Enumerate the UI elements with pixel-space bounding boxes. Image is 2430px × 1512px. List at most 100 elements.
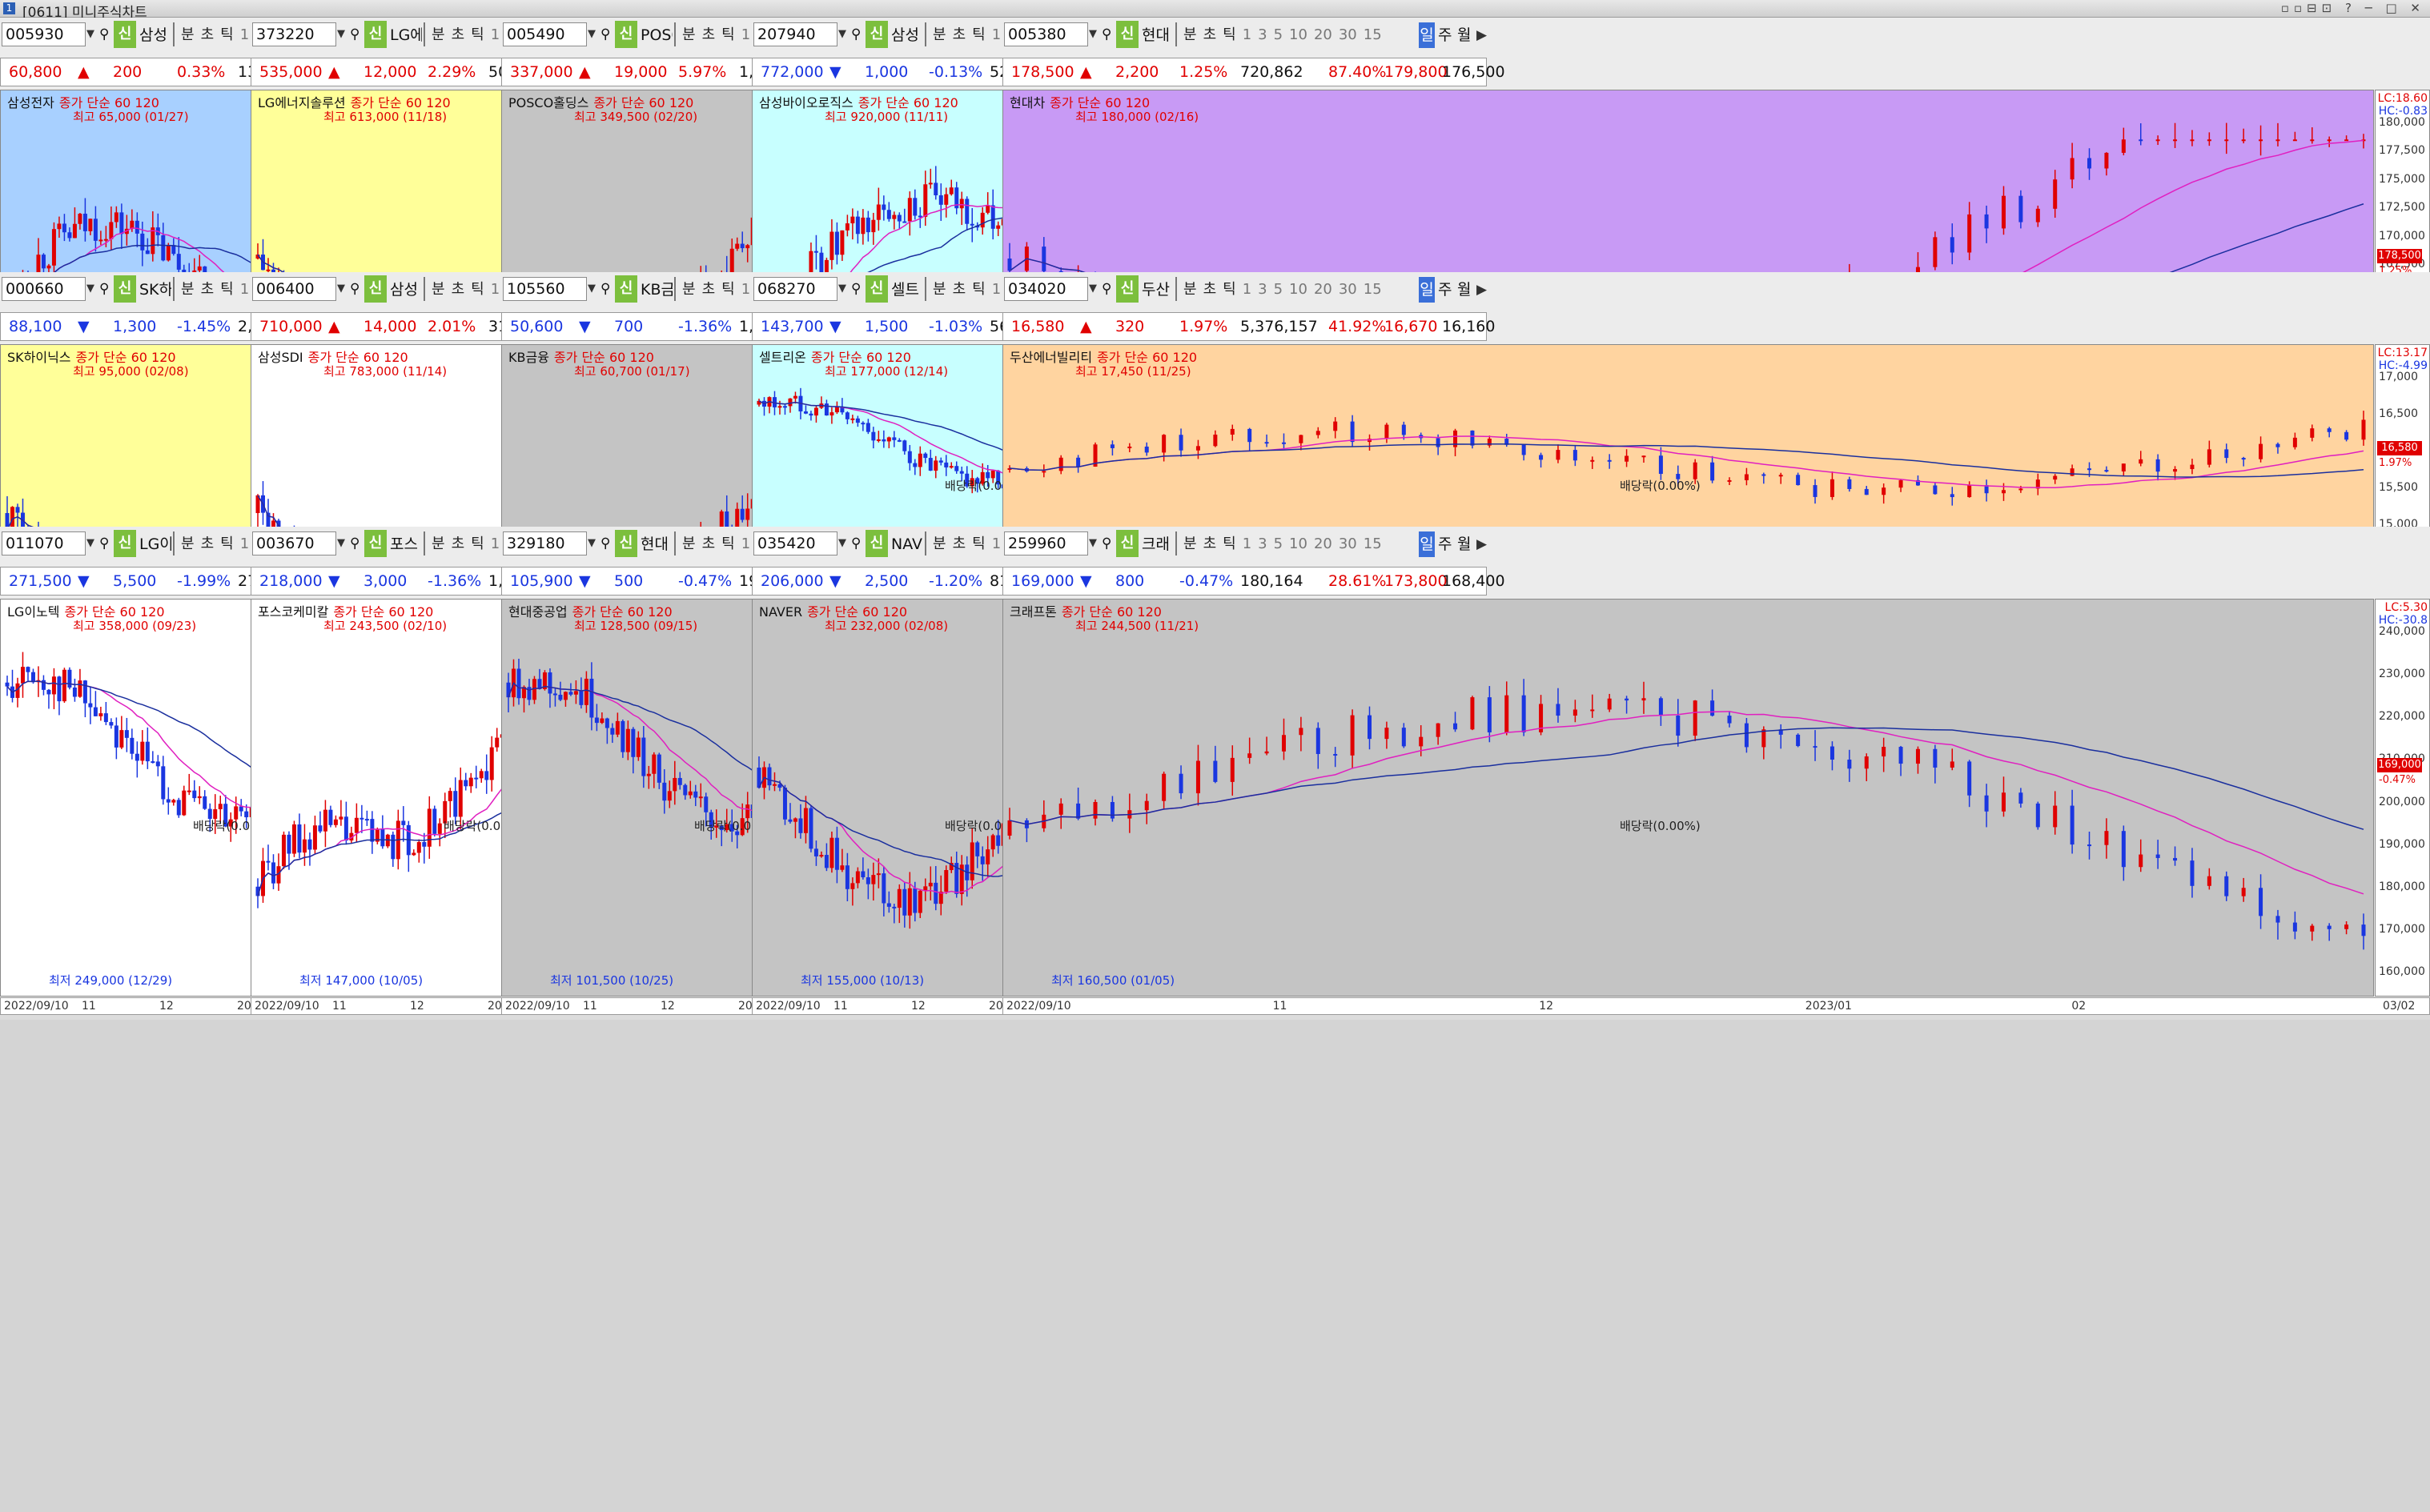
search-icon[interactable]: ⚲ [99, 535, 110, 551]
period-button-틱[interactable]: 틱 [220, 26, 234, 43]
new-button[interactable]: 신 [615, 275, 637, 303]
stock-code-input[interactable]: 011070 [2, 531, 86, 555]
period-button-1[interactable]: 1 [490, 535, 500, 552]
next-arrow-icon[interactable]: ▶ [1476, 27, 1488, 43]
stock-code-input[interactable]: 373220 [252, 22, 336, 46]
weekly-button[interactable]: 주 [1438, 281, 1452, 299]
code-dropdown-icon[interactable]: ▼ [337, 28, 345, 40]
period-button-분[interactable]: 분 [432, 281, 445, 298]
period-button-분[interactable]: 분 [181, 26, 195, 43]
period-button-3[interactable]: 3 [1258, 281, 1267, 298]
period-button-3[interactable]: 3 [1258, 535, 1267, 552]
period-button-분[interactable]: 분 [682, 26, 696, 43]
period-button-15[interactable]: 15 [1363, 281, 1382, 298]
weekly-button[interactable]: 주 [1438, 26, 1452, 44]
search-icon[interactable]: ⚲ [600, 281, 611, 297]
period-button-틱[interactable]: 틱 [471, 26, 484, 43]
period-button-30[interactable]: 30 [1338, 26, 1357, 43]
period-button-틱[interactable]: 틱 [721, 535, 735, 552]
new-button[interactable]: 신 [866, 530, 888, 557]
code-dropdown-icon[interactable]: ▼ [588, 283, 596, 295]
code-dropdown-icon[interactable]: ▼ [1089, 283, 1097, 295]
period-button-1[interactable]: 1 [490, 26, 500, 43]
code-dropdown-icon[interactable]: ▼ [86, 283, 94, 295]
stock-code-input[interactable]: 259960 [1004, 531, 1088, 555]
period-button-분[interactable]: 분 [682, 535, 696, 552]
period-button-초[interactable]: 초 [451, 535, 465, 552]
period-button-틱[interactable]: 틱 [972, 26, 986, 43]
period-button-초[interactable]: 초 [1203, 281, 1217, 298]
period-button-20[interactable]: 20 [1313, 535, 1332, 552]
search-icon[interactable]: ⚲ [350, 26, 360, 42]
code-dropdown-icon[interactable]: ▼ [86, 28, 94, 40]
code-dropdown-icon[interactable]: ▼ [838, 283, 846, 295]
period-button-틱[interactable]: 틱 [721, 26, 735, 43]
code-dropdown-icon[interactable]: ▼ [838, 537, 846, 549]
next-arrow-icon[interactable]: ▶ [1476, 282, 1488, 298]
period-button-분[interactable]: 분 [1183, 26, 1197, 43]
monthly-button[interactable]: 월 [1457, 281, 1472, 299]
search-icon[interactable]: ⚲ [851, 281, 862, 297]
period-button-5[interactable]: 5 [1273, 26, 1283, 43]
chart-toolbar[interactable] [501, 1015, 986, 1020]
code-dropdown-icon[interactable]: ▼ [838, 28, 846, 40]
period-button-1[interactable]: 1 [741, 281, 751, 298]
period-button-분[interactable]: 분 [933, 535, 946, 552]
new-button[interactable]: 신 [364, 275, 387, 303]
code-dropdown-icon[interactable]: ▼ [588, 28, 596, 40]
period-button-분[interactable]: 분 [181, 281, 195, 298]
period-button-1[interactable]: 1 [991, 281, 1002, 298]
period-button-틱[interactable]: 틱 [471, 281, 484, 298]
period-button-분[interactable]: 분 [933, 281, 946, 298]
period-button-초[interactable]: 초 [952, 26, 966, 43]
new-button[interactable]: 신 [114, 530, 136, 557]
search-icon[interactable]: ⚲ [99, 281, 110, 297]
period-button-1[interactable]: 1 [741, 535, 751, 552]
period-button-20[interactable]: 20 [1313, 26, 1332, 43]
period-button-틱[interactable]: 틱 [972, 281, 986, 298]
chart-toolbar[interactable] [251, 1015, 735, 1020]
period-button-분[interactable]: 분 [933, 26, 946, 43]
search-icon[interactable]: ⚲ [350, 535, 360, 551]
stock-code-input[interactable]: 329180 [503, 531, 587, 555]
code-dropdown-icon[interactable]: ▼ [1089, 28, 1097, 40]
period-button-1[interactable]: 1 [991, 535, 1002, 552]
period-button-초[interactable]: 초 [701, 535, 716, 552]
period-button-초[interactable]: 초 [701, 281, 716, 298]
chart-toolbar[interactable] [752, 1015, 1236, 1020]
period-button-분[interactable]: 분 [682, 281, 696, 298]
daily-button[interactable]: 일 [1419, 22, 1435, 48]
period-button-틱[interactable]: 틱 [220, 535, 234, 552]
period-button-15[interactable]: 15 [1363, 26, 1382, 43]
search-icon[interactable]: ⚲ [1102, 281, 1112, 297]
period-button-틱[interactable]: 틱 [1223, 535, 1236, 552]
search-icon[interactable]: ⚲ [1102, 535, 1112, 551]
period-button-분[interactable]: 분 [181, 535, 195, 552]
period-button-초[interactable]: 초 [1203, 535, 1217, 552]
new-button[interactable]: 신 [615, 21, 637, 48]
stock-code-input[interactable]: 105560 [503, 277, 587, 301]
period-button-30[interactable]: 30 [1338, 535, 1357, 552]
period-button-1[interactable]: 1 [1242, 26, 1252, 43]
monthly-button[interactable]: 월 [1457, 535, 1472, 553]
search-icon[interactable]: ⚲ [350, 281, 360, 297]
period-button-분[interactable]: 분 [1183, 535, 1197, 552]
new-button[interactable]: 신 [114, 21, 136, 48]
new-button[interactable]: 신 [1116, 21, 1139, 48]
period-button-10[interactable]: 10 [1289, 535, 1307, 552]
period-button-분[interactable]: 분 [432, 535, 445, 552]
period-button-분[interactable]: 분 [432, 26, 445, 43]
stock-code-input[interactable]: 035420 [753, 531, 837, 555]
code-dropdown-icon[interactable]: ▼ [337, 537, 345, 549]
search-icon[interactable]: ⚲ [600, 535, 611, 551]
period-button-틱[interactable]: 틱 [220, 281, 234, 298]
period-button-5[interactable]: 5 [1273, 281, 1283, 298]
stock-code-input[interactable]: 005930 [2, 22, 86, 46]
period-button-틱[interactable]: 틱 [972, 535, 986, 552]
search-icon[interactable]: ⚲ [1102, 26, 1112, 42]
period-button-1[interactable]: 1 [991, 26, 1002, 43]
stock-code-input[interactable]: 003670 [252, 531, 336, 555]
period-button-초[interactable]: 초 [952, 281, 966, 298]
code-dropdown-icon[interactable]: ▼ [588, 537, 596, 549]
period-button-분[interactable]: 분 [1183, 281, 1197, 298]
